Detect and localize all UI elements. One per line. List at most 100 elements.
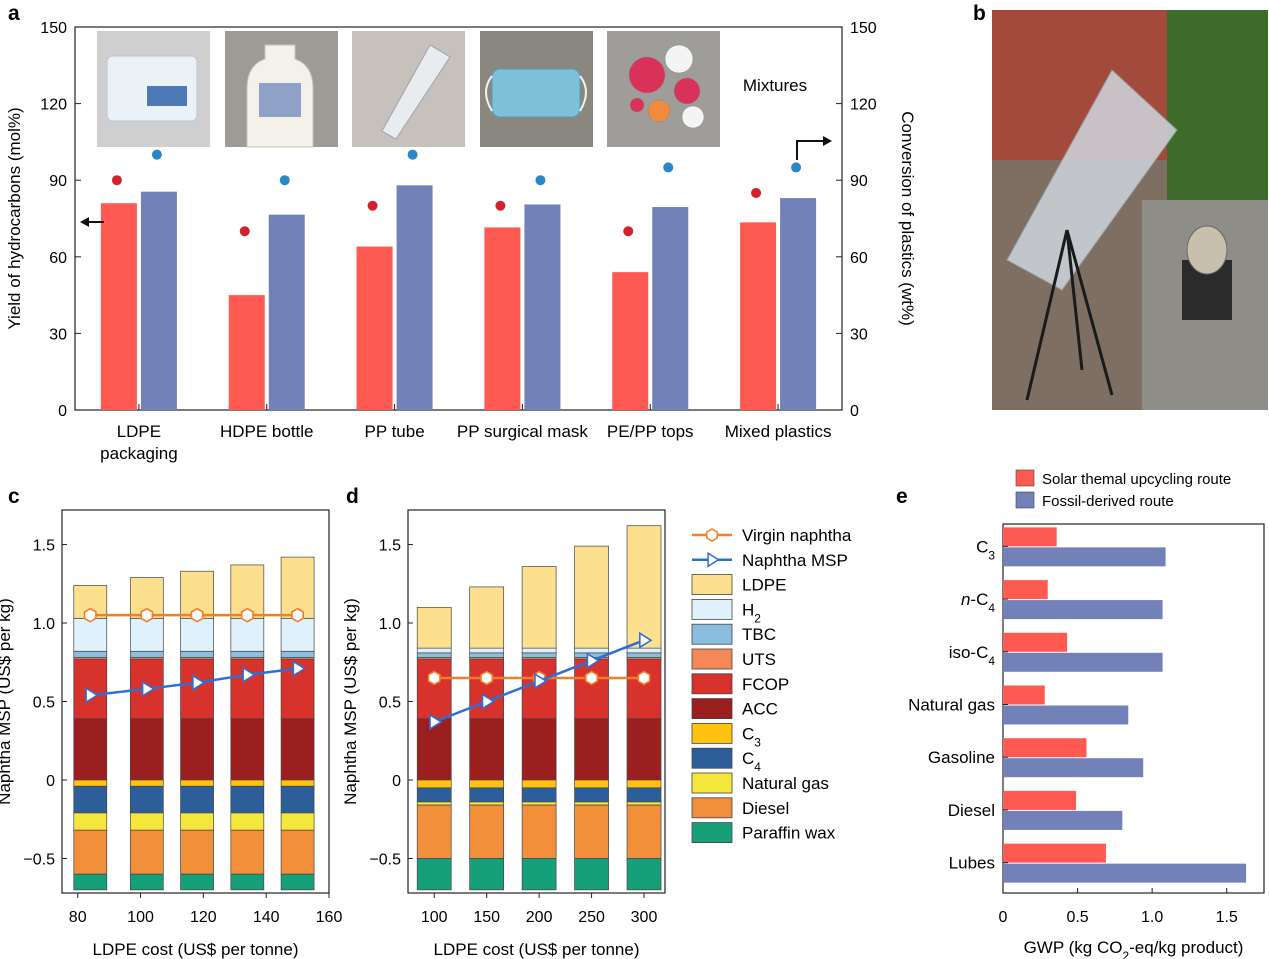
stack-segment-fcop bbox=[469, 658, 505, 720]
stack-segment-ldpe bbox=[469, 586, 505, 649]
mask-straps bbox=[485, 75, 587, 112]
panel-label-e: e bbox=[896, 485, 908, 508]
stack-segment-tbc bbox=[129, 650, 164, 658]
ytick-label: 0 bbox=[392, 773, 401, 790]
stack-segment-c3 bbox=[626, 779, 662, 789]
stack-segment-natural-gas bbox=[574, 801, 609, 806]
category-label: LDPE bbox=[117, 422, 161, 441]
stack-segment-acc bbox=[180, 718, 214, 781]
xtick-label: 0 bbox=[999, 909, 1008, 926]
ytick-label: 0.5 bbox=[33, 695, 55, 712]
xtick-label: 200 bbox=[526, 909, 553, 926]
panel-b-photo bbox=[992, 10, 1268, 410]
stack-segment-fcop bbox=[521, 658, 557, 720]
stack-segment-c3 bbox=[521, 779, 557, 789]
category-label: PP surgical mask bbox=[457, 422, 589, 441]
yield-dot bbox=[751, 187, 762, 198]
ytick-label-left: 90 bbox=[49, 173, 67, 190]
yield-bar bbox=[100, 203, 137, 410]
fossil-route-bar bbox=[1003, 863, 1247, 883]
stack-segment-diesel bbox=[280, 829, 315, 875]
legend-swatch-ldpe bbox=[691, 574, 733, 595]
legend-swatch-acc bbox=[691, 698, 733, 719]
conversion-bar bbox=[524, 204, 561, 410]
stack-segment-diesel bbox=[574, 804, 609, 859]
legend-swatch-natural_gas bbox=[691, 772, 733, 794]
stack-segment-acc bbox=[469, 718, 505, 781]
stack-segment-fcop bbox=[626, 658, 662, 720]
ytick-label-right: 90 bbox=[850, 173, 868, 190]
stack-segment-acc bbox=[280, 718, 315, 781]
cap-shape bbox=[629, 97, 645, 113]
cap-shape bbox=[673, 77, 701, 105]
stack-segment-acc bbox=[574, 718, 609, 781]
stack-segment-ldpe bbox=[416, 606, 452, 649]
naphtha-msp-point bbox=[242, 666, 256, 684]
stack-segment-c4 bbox=[180, 785, 214, 814]
stack-segment-c3 bbox=[180, 779, 214, 787]
legend-label-naphtha_msp: Naphtha MSP bbox=[742, 551, 848, 570]
category-label: PE/PP tops bbox=[607, 422, 694, 441]
stack-segment-acc bbox=[626, 718, 662, 781]
yield-dot bbox=[623, 226, 634, 237]
bottle-caps-photo bbox=[607, 31, 720, 147]
stack-segment-h2 bbox=[521, 647, 557, 654]
yield-bar bbox=[356, 246, 393, 410]
stack-segment-c4 bbox=[626, 787, 662, 803]
category-label: PP tube bbox=[364, 422, 424, 441]
stack-segment-h2 bbox=[129, 617, 164, 652]
stack-segment-h2 bbox=[574, 647, 609, 654]
virgin-naphtha-point bbox=[140, 607, 154, 623]
virgin-naphtha-point bbox=[637, 670, 651, 686]
conversion-bar bbox=[652, 207, 689, 410]
stack-segment-paraffin-wax bbox=[469, 858, 505, 891]
y-axis-label-left: Yield of hydrocarbons (mol%) bbox=[5, 107, 24, 329]
naphtha-msp-point bbox=[639, 631, 653, 649]
stack-segment-paraffin-wax bbox=[574, 858, 609, 891]
right-arrowhead-icon bbox=[823, 136, 832, 146]
category-label: iso-C4 bbox=[949, 643, 996, 668]
stack-segment-c4 bbox=[416, 787, 452, 803]
legend-label-h2: H2 bbox=[742, 600, 761, 625]
panel-e-chart: 0 0.5 1.0 1.5 GWP (kg CO2-eq/kg product) C3 n-… bbox=[908, 469, 1265, 959]
stack-segment-tbc bbox=[280, 650, 315, 658]
stack-segment-diesel bbox=[626, 804, 662, 859]
stack-segment-c4 bbox=[521, 787, 557, 803]
naphtha-msp-point bbox=[85, 686, 99, 704]
stack-segment-natural-gas bbox=[73, 812, 108, 831]
yield-bar bbox=[228, 295, 265, 410]
stack-segment-paraffin-wax bbox=[521, 858, 557, 891]
legend-swatch-fcop bbox=[691, 673, 733, 695]
solar-route-bar bbox=[1003, 685, 1045, 705]
legend-label-paraffin_wax: Paraffin wax bbox=[742, 824, 836, 843]
virgin-naphtha-point bbox=[427, 670, 441, 686]
stack-segment-natural-gas bbox=[626, 801, 662, 806]
stack-segment-c4 bbox=[129, 785, 164, 814]
stack-segment-diesel bbox=[469, 804, 505, 859]
fossil-route-bar bbox=[1003, 652, 1163, 672]
fresnel-lens-icon bbox=[1006, 69, 1178, 291]
cap-shape bbox=[647, 99, 671, 123]
virgin-naphtha-point bbox=[480, 670, 494, 686]
conversion-dot bbox=[791, 162, 802, 173]
virgin-naphtha-point bbox=[585, 670, 599, 686]
stack-segment-natural-gas bbox=[230, 812, 265, 831]
stack-segment-natural-gas bbox=[129, 812, 164, 831]
panel-d-chart: −0.5 0 0.5 1.0 1.5 100 150 200 250 300 LDPE cost (… bbox=[341, 509, 666, 959]
legend-label-natural_gas: Natural gas bbox=[742, 774, 829, 793]
stack-segment-paraffin-wax bbox=[280, 873, 315, 891]
legend-marker-triangle-icon bbox=[707, 551, 720, 568]
stack-segment-paraffin-wax bbox=[180, 873, 214, 891]
x-axis-label: LDPE cost (US$ per tonne) bbox=[434, 940, 640, 959]
stack-segment-ldpe bbox=[626, 525, 662, 649]
stack-segment-fcop bbox=[416, 658, 452, 720]
legend-label-acc: ACC bbox=[742, 700, 778, 719]
legend-swatch-solar bbox=[1015, 469, 1035, 487]
naphtha-msp-point bbox=[192, 674, 206, 692]
yield-dot bbox=[111, 175, 122, 186]
category-label: C3 bbox=[976, 537, 995, 562]
legend-label-virgin_naphtha: Virgin naphtha bbox=[742, 526, 852, 545]
xtick-label: 160 bbox=[316, 909, 343, 926]
left-arrowhead-icon bbox=[80, 217, 89, 227]
